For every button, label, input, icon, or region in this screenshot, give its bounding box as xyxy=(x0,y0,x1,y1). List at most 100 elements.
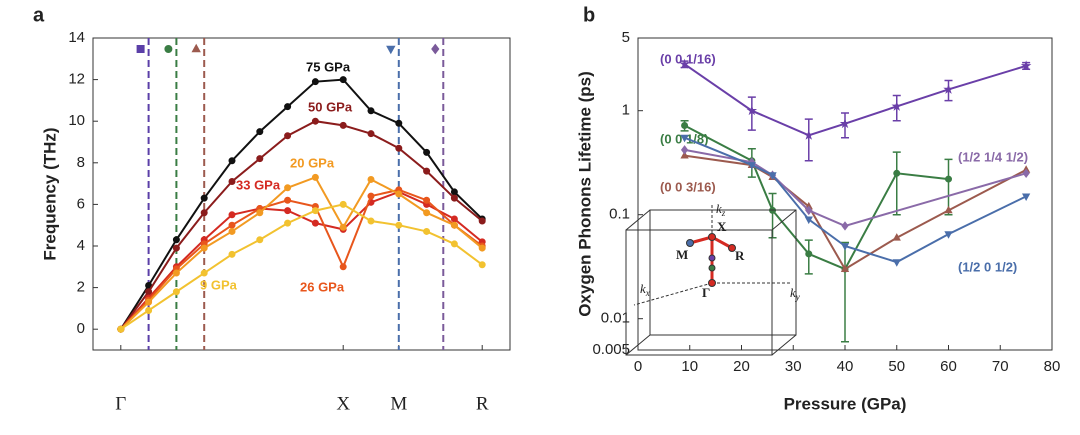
data-point xyxy=(256,209,264,217)
inset-sub: x xyxy=(645,288,650,298)
data-point xyxy=(395,221,403,229)
data-point xyxy=(367,130,375,138)
data-point xyxy=(311,207,319,215)
data-point xyxy=(944,205,953,214)
inset-point xyxy=(728,244,736,252)
inset-cube-back xyxy=(649,209,797,336)
data-point xyxy=(228,157,236,165)
data-point xyxy=(256,155,264,163)
inset xyxy=(625,205,797,356)
data-point xyxy=(679,58,690,69)
data-point xyxy=(1020,60,1032,71)
data-point xyxy=(367,217,375,225)
inset-cube-edges xyxy=(625,209,797,356)
data-point xyxy=(680,150,689,159)
y-tick-label: 2 xyxy=(77,279,85,296)
x-tick-label: X xyxy=(336,393,350,414)
inset-k: k xyxy=(640,281,646,296)
data-point xyxy=(423,209,431,217)
data-point xyxy=(1022,168,1030,179)
data-point xyxy=(395,190,403,198)
inset-label: Γ xyxy=(702,285,710,300)
data-point xyxy=(145,288,153,296)
error-cap xyxy=(944,79,953,102)
data-point xyxy=(145,298,153,306)
data-point xyxy=(747,162,756,170)
data-point xyxy=(311,173,319,181)
data-point xyxy=(478,217,486,225)
data-point xyxy=(339,76,347,84)
inset-cube-front xyxy=(625,229,773,356)
x-tick-label: 40 xyxy=(837,358,854,375)
data-point xyxy=(311,117,319,125)
inset-label: kz xyxy=(716,201,726,218)
series-line xyxy=(120,176,483,330)
data-point xyxy=(478,261,486,269)
series-label: 9 GPa xyxy=(200,277,238,292)
marker-symbol xyxy=(191,43,201,53)
series-label: (1/2 1/4 1/2) xyxy=(958,149,1028,164)
data-point xyxy=(681,122,689,130)
series-line xyxy=(119,120,483,330)
series-label: (1/2 0 1/2) xyxy=(958,259,1017,274)
data-point xyxy=(256,128,264,136)
x-axis-label: Pressure (GPa) xyxy=(784,394,907,413)
inset-sub: y xyxy=(795,292,800,302)
data-point xyxy=(840,243,850,251)
inset-label: ky xyxy=(790,285,800,302)
data-point xyxy=(284,184,292,192)
marker-symbol xyxy=(164,45,173,53)
data-point xyxy=(450,240,458,248)
series-label: 33 GPa xyxy=(236,177,281,192)
marker-symbol xyxy=(431,43,440,55)
error-cap xyxy=(892,94,901,122)
data-point xyxy=(893,169,901,177)
y-axis-label: Oxygen Phonons Lifetime (ps) xyxy=(575,71,594,317)
data-point xyxy=(1021,193,1031,202)
x-tick-label: R xyxy=(476,393,489,414)
data-point xyxy=(804,216,813,225)
series-line xyxy=(120,188,483,330)
y-axis-label: Frequency (THz) xyxy=(40,127,59,260)
y-tick-label: 8 xyxy=(77,154,85,171)
x-tick-label: 20 xyxy=(733,358,750,375)
error-cap xyxy=(892,151,901,216)
error-cap xyxy=(944,158,953,216)
panel-label: a xyxy=(33,4,45,26)
data-point xyxy=(228,227,236,235)
data-point xyxy=(423,196,431,204)
data-point xyxy=(395,119,403,127)
inset-point xyxy=(708,279,716,287)
plot-frame xyxy=(92,37,511,351)
series-label: (0 0 3/16) xyxy=(660,179,716,194)
marker-symbol xyxy=(136,45,145,53)
inset-label: X xyxy=(717,219,727,234)
data-point xyxy=(680,134,689,143)
error-cap xyxy=(768,192,777,239)
data-point xyxy=(172,288,180,296)
error-cap xyxy=(747,148,756,178)
series-line xyxy=(120,203,483,331)
data-point xyxy=(423,167,431,175)
data-point xyxy=(284,132,292,140)
y-tick-label: 12 xyxy=(68,71,85,88)
series-line xyxy=(119,78,483,330)
inset-point xyxy=(708,264,716,272)
data-point xyxy=(945,175,952,183)
error-cap xyxy=(804,118,813,162)
x-tick-label: 60 xyxy=(940,358,957,375)
series-line xyxy=(684,63,1027,137)
x-tick-label: 70 xyxy=(992,358,1009,375)
x-tick-label: 10 xyxy=(681,358,698,375)
inset-point xyxy=(686,239,694,247)
data-point xyxy=(450,221,458,229)
data-point xyxy=(284,219,292,227)
data-point xyxy=(450,194,458,202)
data-point xyxy=(284,103,292,111)
error-cap xyxy=(680,120,689,132)
data-point xyxy=(478,244,486,252)
y-tick-label: 5 xyxy=(622,29,630,46)
series-line xyxy=(684,124,949,271)
inset-point xyxy=(708,233,716,241)
marker-symbol xyxy=(386,45,396,55)
